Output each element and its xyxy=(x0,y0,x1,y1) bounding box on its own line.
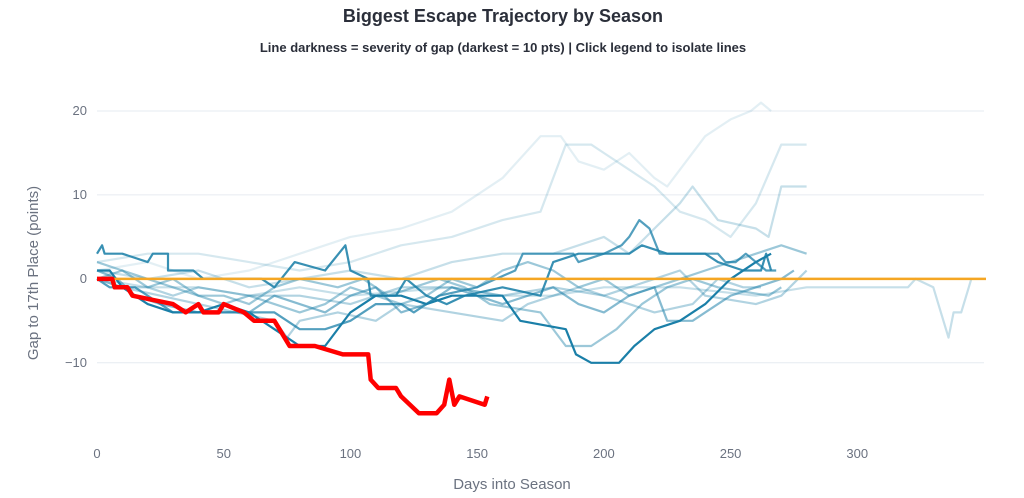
x-tick-label: 200 xyxy=(593,446,615,461)
highlighted-escape-line[interactable] xyxy=(97,276,490,416)
y-tick-label: 0 xyxy=(80,271,87,286)
season-line[interactable] xyxy=(96,185,807,289)
x-tick-label: 50 xyxy=(216,446,230,461)
series-lines[interactable] xyxy=(96,101,986,416)
season-line[interactable] xyxy=(96,143,807,272)
y-axis-ticks: −10 0 10 20 xyxy=(65,103,87,370)
y-tick-label: 20 xyxy=(73,103,87,118)
season-line[interactable] xyxy=(96,101,772,280)
x-tick-label: 100 xyxy=(340,446,362,461)
x-tick-label: 150 xyxy=(466,446,488,461)
season-line[interactable] xyxy=(96,261,782,348)
x-tick-label: 250 xyxy=(720,446,742,461)
season-line[interactable] xyxy=(96,219,777,331)
x-tick-label: 0 xyxy=(93,446,100,461)
chart-title: Biggest Escape Trajectory by Season xyxy=(343,6,663,26)
chart-subtitle: Line darkness = severity of gap (darkest… xyxy=(260,40,746,55)
season-line[interactable] xyxy=(97,252,772,364)
y-axis-label: Gap to 17th Place (points) xyxy=(25,186,42,360)
season-line[interactable] xyxy=(96,277,761,339)
x-axis-label: Days into Season xyxy=(453,476,571,493)
y-tick-label: 10 xyxy=(73,187,87,202)
y-tick-label: −10 xyxy=(65,355,87,370)
x-axis-ticks: 0 50 100 150 200 250 300 xyxy=(93,446,868,461)
x-tick-label: 300 xyxy=(846,446,868,461)
